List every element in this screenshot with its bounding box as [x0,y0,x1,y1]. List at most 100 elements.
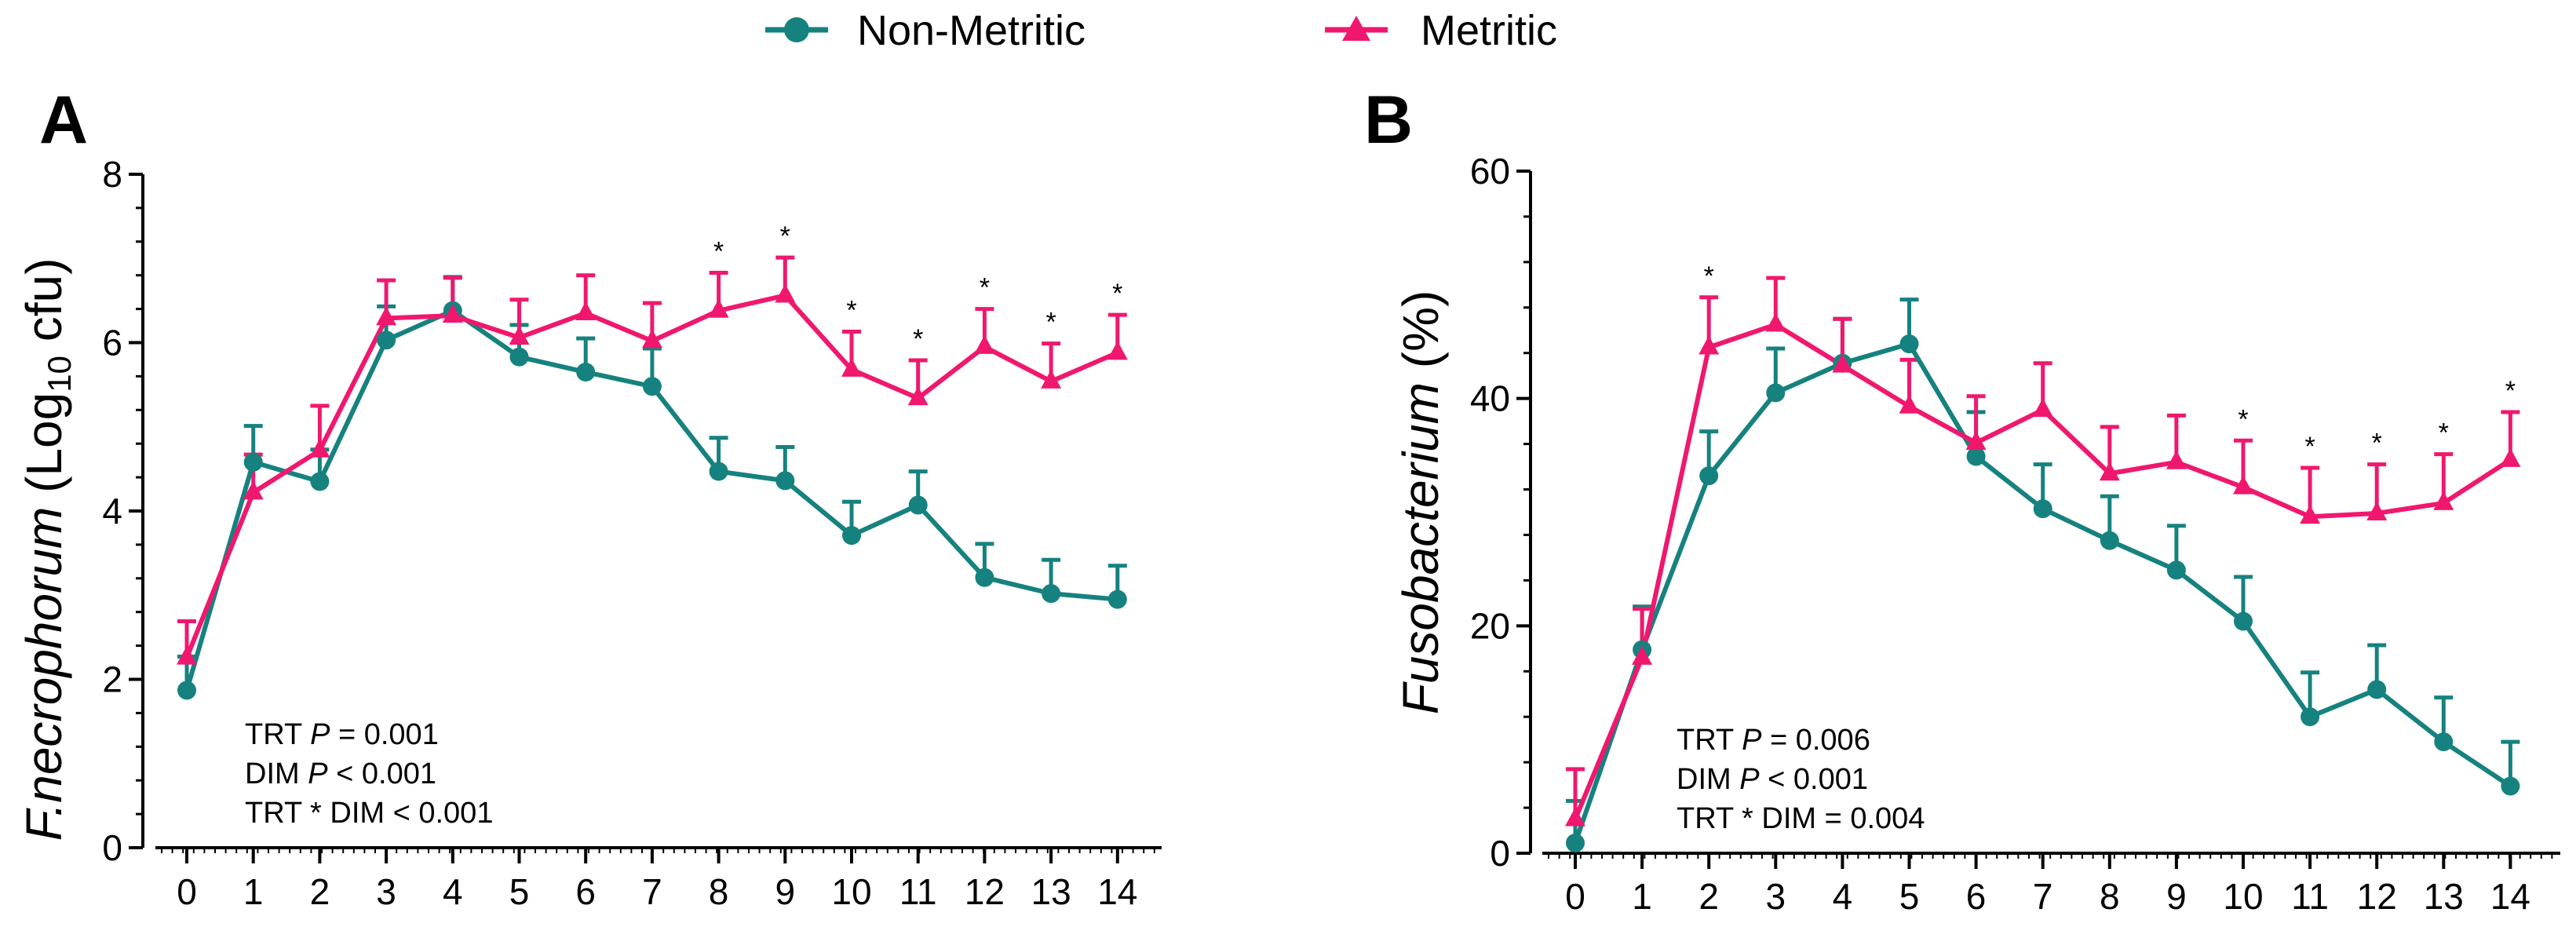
panel-a-metritic-point [309,438,330,458]
panel-a-metritic-point [243,480,264,500]
panel-b-stat-interaction: TRT * DIM = 0.004 [1677,802,1925,835]
panel-a-non-metritic-point [642,377,662,396]
panel-a-x-tick-label: 14 [1097,871,1137,912]
panel-b-metritic-point [1565,807,1585,827]
panel-a-non-metritic-point [1042,584,1061,604]
panel-b-x-tick-label: 2 [1698,876,1719,917]
panel-b-x-tick-label: 7 [2033,876,2053,917]
panel-b-metritic-point [2233,475,2253,495]
panel-b-metritic-point [2433,491,2454,510]
panel-a-significance-marker: * [980,273,990,303]
panel-b-significance-marker: * [2439,418,2449,448]
panel-b-x-tick-label: 1 [1632,876,1652,917]
panel-b-metritic-point [2300,505,2321,524]
panel-b-significance-marker: * [2304,432,2315,462]
panel-a-y-tick-label: 6 [102,323,122,363]
panel-b-metritic-point [1965,431,1987,451]
panel-a-x-tick-label: 8 [709,871,729,912]
panel-b-metritic-point [2500,447,2521,467]
panel-b-x-tick-label: 3 [1766,876,1786,917]
panel-a-significance-marker: * [713,236,724,266]
panel-b-non-metritic-point [2234,611,2253,631]
panel-b-non-metritic-point [2100,531,2119,550]
panel-b-x-tick-label: 0 [1565,876,1585,917]
panel-b-stat-dim: DIM P < 0.001 [1677,763,1868,796]
panel-a-metritic-point [177,645,197,665]
panel-b-non-metritic-point [1766,383,1786,403]
panel-b-x-tick-label: 4 [1833,876,1853,917]
panel-b-non-metritic-point [2434,732,2454,752]
legend-metritic-marker-icon [1342,16,1370,41]
panel-b-x-tick-label: 8 [2100,876,2120,917]
panel-a-metritic-point [841,357,862,377]
panel-b-x-tick-label: 12 [2357,876,2397,917]
panel-b-metritic-point [2032,398,2053,418]
panel-b-stat-trt: TRT P = 0.006 [1677,724,1870,757]
panel-a-x-tick-label: 7 [642,871,662,912]
panel-b-letter: B [1364,82,1413,158]
panel-b-x-tick-label: 13 [2424,876,2464,917]
panel-a-significance-marker: * [846,296,856,326]
panel-b-significance-marker: * [2238,404,2248,434]
panel-b-x-tick-label: 14 [2490,876,2530,917]
panel-a-x-tick-label: 2 [310,871,330,912]
panel-b-y-tick-label: 0 [1490,833,1510,874]
panel-a-y-axis-label: F.necrophorum (Log10 cfu) [16,258,78,841]
panel-b-metritic-point [1765,312,1786,332]
panel-a-metritic-point [442,304,463,323]
panel-b-significance-marker: * [2505,376,2516,406]
panel-b-x-tick-label: 5 [1899,876,1920,917]
panel-a-metritic-point [641,329,662,349]
panel-b-non-metritic-point [2166,560,2186,580]
panel-a-stats: TRT P = 0.001 DIM P < 0.001 TRT * DIM < … [245,718,493,830]
panel-b-metritic-point [2099,462,2120,481]
panel-a-non-metritic-point [509,347,529,367]
panel-a-stat-dim: DIM P < 0.001 [245,757,436,790]
panel-a-non-metritic-point [775,471,795,491]
panel-a-x-tick-label: 0 [177,871,197,912]
panel-a-metritic-point [1041,369,1062,389]
panel-b-non-metritic-point [1966,447,1986,466]
panel-b-y-axis-label: Fusobacterium (%) [1392,290,1449,715]
panel-b-metritic-point [1698,335,1720,355]
panel-a-non-metritic-point [377,330,396,350]
panel-a-significance-marker: * [1045,308,1056,338]
panel-b-non-metritic-point [2367,680,2387,699]
panel-b-y-tick-label: 20 [1470,605,1510,646]
panel-a-y-tick-label: 8 [102,154,122,195]
panel-b-non-metritic-point [2033,499,2052,519]
panel-a-x-tick-label: 11 [899,871,937,912]
panel-a-non-metritic-point [975,568,994,587]
panel-b-y-tick-label: 40 [1470,378,1510,419]
panel-b-non-metritic-point [1699,466,1719,486]
panel-a-x-tick-label: 13 [1031,871,1071,912]
panel-a-non-metritic-point [842,526,861,546]
panel-a-stat-trt: TRT P = 0.001 [245,718,439,751]
panel-a-y-tick-label: 4 [102,491,122,531]
panel-a-non-metritic-point [576,363,596,382]
panel-a-metritic-point [974,334,995,354]
panel-a-non-metritic-point [310,472,330,491]
panel-a-non-metritic-point [177,681,196,700]
panel-a-metritic-point [708,298,729,318]
panel-a-y-tick-label: 2 [102,659,122,700]
panel-a-non-metritic-point [1107,589,1127,609]
panel-b-significance-marker: * [1704,261,1714,291]
panel-a-x-tick-label: 10 [831,871,871,912]
panel-a-x-tick-label: 4 [443,871,463,912]
panel-a-non-metritic-point [908,495,928,515]
panel-a-x-tick-label: 3 [376,871,396,912]
panel-a-metritic-point [907,386,929,406]
panel-b-y-tick-label: 60 [1470,151,1510,192]
panel-a-significance-marker: * [1112,279,1122,308]
panel-b-metritic-point [2166,450,2187,469]
panel-a-x-tick-label: 12 [965,871,1005,912]
panel-b-non-metritic-point [2301,707,2320,727]
panel-b-non-metritic-point [1566,833,1585,852]
panel-b-x-tick-label: 6 [1966,876,1987,917]
panel-a-metritic-point [1107,341,1128,360]
panel-b-metritic-point [1899,394,1920,414]
panel-a-letter: A [39,82,88,158]
